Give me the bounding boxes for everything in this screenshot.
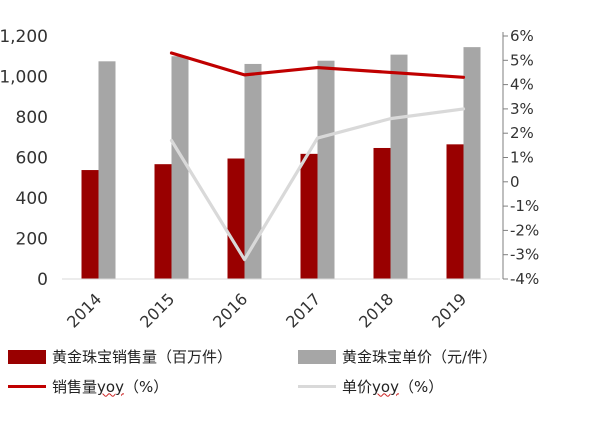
right-tick-label: 1% [510, 149, 534, 167]
left-tick-label: 800 [16, 108, 48, 128]
left-tick-label: 200 [16, 230, 48, 250]
right-tick-label: 5% [510, 51, 534, 69]
bar-sales-volume-2015 [154, 164, 172, 279]
left-tick-label: 400 [16, 189, 48, 209]
x-axis: 2014 2015 2016 2017 2018 2019 [62, 278, 500, 332]
x-tick-label: 2019 [428, 289, 470, 331]
bar-unit-price-2016 [244, 63, 262, 279]
left-tick-label: 1,000 [0, 68, 48, 88]
line-sales-yoy [169, 51, 466, 79]
right-tick-label: -2% [510, 221, 539, 239]
left-tick-label: 600 [16, 149, 48, 169]
bar-unit-price-2019 [463, 47, 481, 280]
bar-sales-volume-2014 [81, 170, 99, 279]
x-tick-label: 2017 [282, 289, 324, 331]
x-tick-label: 2014 [63, 289, 105, 331]
bar-unit-price-2017 [317, 60, 335, 279]
left-tick-label: 0 [37, 270, 48, 290]
bar-sales-volume-2018 [373, 147, 391, 279]
left-tick-label: 1,200 [0, 27, 48, 47]
bar-sales-volume-2019 [446, 144, 464, 279]
right-tick-label: -1% [510, 197, 539, 215]
right-axis: -4% -3% -2% -1% 0 1% 2% 3% 4% 5% 6% [502, 27, 539, 288]
bars-layer [81, 47, 481, 280]
right-tick-label: -4% [510, 270, 539, 288]
line-price-yoy [169, 107, 466, 262]
x-tick-label: 2016 [209, 289, 251, 331]
right-tick-label: 4% [510, 76, 534, 94]
bar-sales-volume-2016 [227, 158, 245, 279]
right-tick-label: 6% [510, 27, 534, 45]
bar-sales-volume-2017 [300, 153, 318, 279]
bar-unit-price-2018 [390, 54, 408, 279]
right-tick-label: -3% [510, 246, 539, 264]
right-tick-label: 2% [510, 124, 534, 142]
right-tick-label: 0 [510, 173, 520, 191]
left-axis: 0 200 400 600 800 1,000 1,200 [0, 27, 48, 290]
bar-unit-price-2015 [171, 56, 189, 279]
x-tick-label: 2015 [136, 289, 178, 331]
x-tick-label: 2018 [355, 289, 397, 331]
bar-unit-price-2014 [98, 61, 116, 279]
lines-layer [169, 51, 466, 262]
right-tick-label: 3% [510, 100, 534, 118]
